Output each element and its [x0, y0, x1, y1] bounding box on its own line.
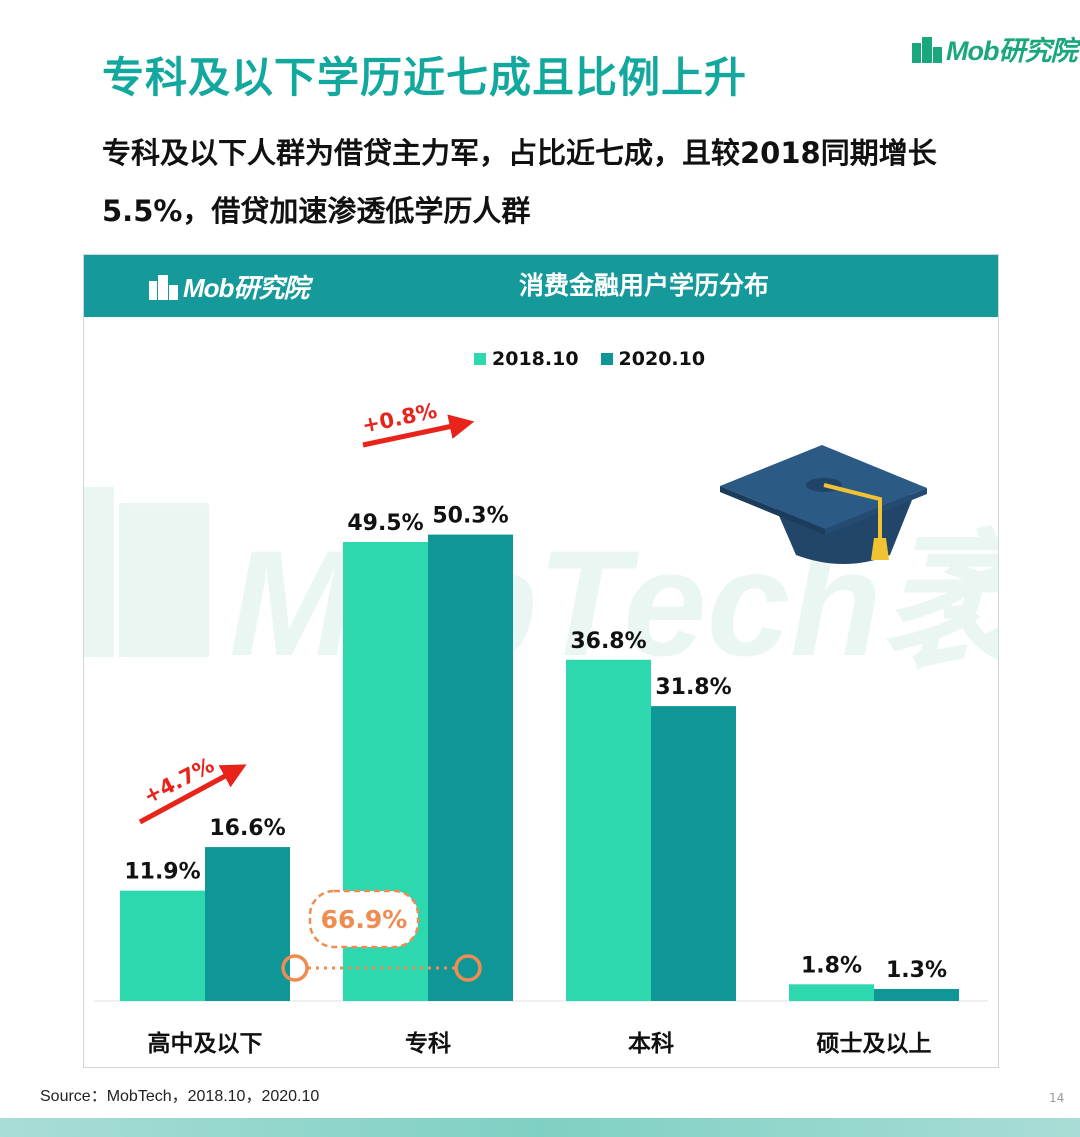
legend-item-2018: 2018.10 — [474, 348, 579, 370]
chart-header — [84, 255, 998, 317]
bottom-decor-strip — [0, 1118, 1080, 1137]
bar-1-1 — [428, 534, 513, 1001]
legend-label-2018: 2018.10 — [492, 348, 579, 370]
bar-chart: 11.9% 49.5% 36.8% 1.8% 16.6% 50.3% 31.8% 1.3% 高中… — [94, 399, 988, 1057]
combined-share-label: 66.9% — [321, 905, 408, 934]
graduation-cap-icon — [720, 445, 927, 564]
building-logo-icon — [912, 37, 942, 63]
source-note: Source：MobTech，2018.10，2020.10 — [40, 1088, 320, 1105]
x-tick-label-2: 本科 — [628, 1031, 674, 1057]
combined-share-left-marker — [281, 954, 309, 982]
chart-panel: MobTech袤博 Mob研究院 消费金融用户学历分布 2018.10 2020… — [83, 254, 999, 1068]
bar-1-0 — [205, 847, 290, 1001]
data-label-1-2: 31.8% — [655, 675, 731, 700]
increase-arrow-1 — [138, 764, 247, 825]
legend-label-2020: 2020.10 — [618, 348, 706, 370]
increase-arrow-2 — [362, 414, 475, 448]
data-label-0-0: 11.9% — [124, 860, 200, 885]
data-label-1-1: 50.3% — [432, 504, 508, 529]
combined-share-badge — [308, 889, 420, 949]
x-tick-label-0: 高中及以下 — [148, 1030, 263, 1057]
page-title: 专科及以下学历近七成且比例上升 — [102, 53, 748, 102]
bar-0-2 — [566, 659, 651, 1001]
watermark-logo-shape — [84, 487, 114, 657]
data-label-0-1: 49.5% — [347, 511, 423, 536]
data-label-0-2: 36.8% — [570, 629, 646, 654]
x-tick-label-3: 硕士及以上 — [817, 1031, 932, 1057]
combined-share-right-marker — [454, 954, 482, 982]
bar-1-3 — [874, 988, 959, 1001]
chart-header-brand: Mob研究院 — [148, 265, 309, 307]
bar-0-3 — [789, 984, 874, 1001]
data-label-1-0: 16.6% — [209, 816, 285, 841]
brand-logo: Mob研究院 — [910, 28, 1077, 68]
chart-title: 消费金融用户学历分布 — [518, 271, 769, 300]
page-subtitle: 专科及以下人群为借贷主力军，占比近七成，且较2018同期增长5.5%，借贷加速渗… — [102, 136, 937, 228]
building-logo-icon — [149, 275, 178, 300]
page-number: 14 — [1049, 1091, 1065, 1105]
chart-legend: 2018.10 2020.10 — [474, 348, 705, 370]
bar-1-2 — [651, 706, 736, 1001]
brand-logo-text: Mob研究院 — [946, 35, 1077, 66]
bar-0-0 — [120, 890, 205, 1001]
legend-item-2020: 2020.10 — [600, 348, 706, 370]
chart-header-brand-text: Mob研究院 — [183, 272, 309, 303]
x-tick-label-1: 专科 — [405, 1030, 451, 1057]
data-label-1-3: 1.3% — [886, 958, 947, 983]
data-label-0-3: 1.8% — [801, 953, 862, 978]
legend-swatch-2020 — [600, 353, 613, 365]
legend-swatch-2018 — [474, 353, 486, 365]
